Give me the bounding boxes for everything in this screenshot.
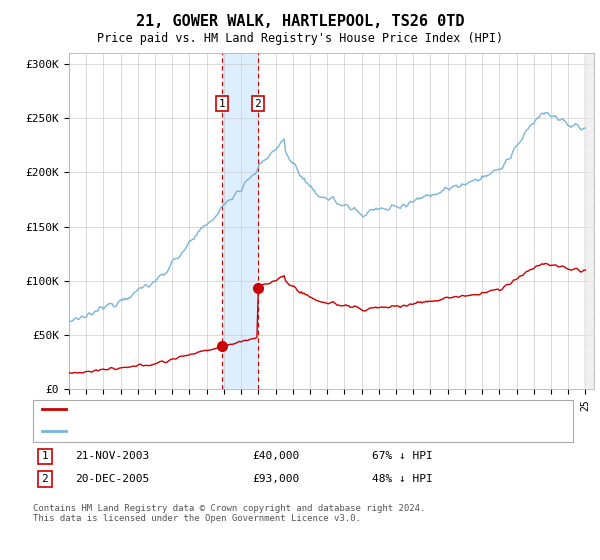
Bar bbox=[584, 53, 594, 389]
Text: 48% ↓ HPI: 48% ↓ HPI bbox=[372, 474, 433, 484]
Text: Contains HM Land Registry data © Crown copyright and database right 2024.
This d: Contains HM Land Registry data © Crown c… bbox=[33, 504, 425, 524]
Text: 1: 1 bbox=[218, 99, 225, 109]
Text: 67% ↓ HPI: 67% ↓ HPI bbox=[372, 451, 433, 461]
Text: 21, GOWER WALK, HARTLEPOOL, TS26 0TD (detached house): 21, GOWER WALK, HARTLEPOOL, TS26 0TD (de… bbox=[72, 404, 403, 414]
Text: Price paid vs. HM Land Registry's House Price Index (HPI): Price paid vs. HM Land Registry's House … bbox=[97, 32, 503, 45]
Text: 2: 2 bbox=[41, 474, 49, 484]
Text: 1: 1 bbox=[41, 451, 49, 461]
Text: 21-NOV-2003: 21-NOV-2003 bbox=[75, 451, 149, 461]
Text: £93,000: £93,000 bbox=[252, 474, 299, 484]
Text: 21, GOWER WALK, HARTLEPOOL, TS26 0TD: 21, GOWER WALK, HARTLEPOOL, TS26 0TD bbox=[136, 14, 464, 29]
Text: £40,000: £40,000 bbox=[252, 451, 299, 461]
Bar bbox=[222, 53, 258, 389]
Text: 2: 2 bbox=[254, 99, 261, 109]
Text: 20-DEC-2005: 20-DEC-2005 bbox=[75, 474, 149, 484]
Text: HPI: Average price, detached house, Hartlepool: HPI: Average price, detached house, Hart… bbox=[72, 427, 359, 436]
